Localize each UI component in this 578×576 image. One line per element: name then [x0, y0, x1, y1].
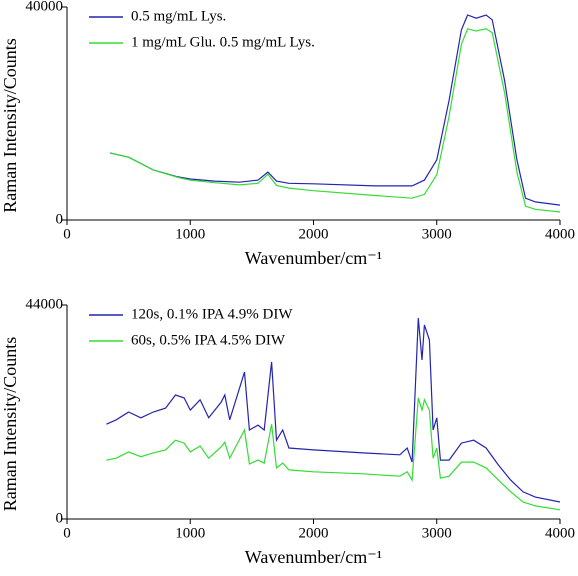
- x-axis-title: Wavenumber/cm⁻¹: [245, 248, 382, 268]
- legend-label: 60s, 0.5% IPA 4.5% DIW: [131, 332, 286, 348]
- y-tick-label: 0: [56, 510, 64, 526]
- y-axis-title: Raman Intensity/Counts: [0, 38, 20, 213]
- x-tick-label: 1000: [175, 525, 205, 541]
- legend-label: 0.5 mg/mL Lys.: [131, 8, 226, 24]
- y-tick-label: 40000: [26, 0, 64, 14]
- x-tick-label: 0: [63, 226, 71, 242]
- legend-label: 1 mg/mL Glu. 0.5 mg/mL Lys.: [131, 34, 315, 50]
- x-axis-title: Wavenumber/cm⁻¹: [245, 547, 382, 567]
- x-tick-label: 1000: [175, 226, 205, 242]
- x-tick-label: 0: [63, 525, 71, 541]
- x-tick-label: 2000: [299, 226, 329, 242]
- data-line: [106, 397, 561, 511]
- data-line: [106, 318, 561, 503]
- y-tick-label: 44000: [26, 296, 64, 312]
- x-tick-label: 3000: [422, 226, 452, 242]
- data-line: [109, 28, 561, 213]
- y-axis-title: Raman Intensity/Counts: [0, 337, 20, 512]
- legend-label: 120s, 0.1% IPA 4.9% DIW: [131, 306, 293, 322]
- x-tick-label: 2000: [299, 525, 329, 541]
- x-tick-label: 3000: [422, 525, 452, 541]
- y-tick-label: 0: [56, 211, 64, 227]
- data-line: [109, 14, 561, 206]
- x-tick-label: 4000: [545, 525, 575, 541]
- x-tick-label: 4000: [545, 226, 575, 242]
